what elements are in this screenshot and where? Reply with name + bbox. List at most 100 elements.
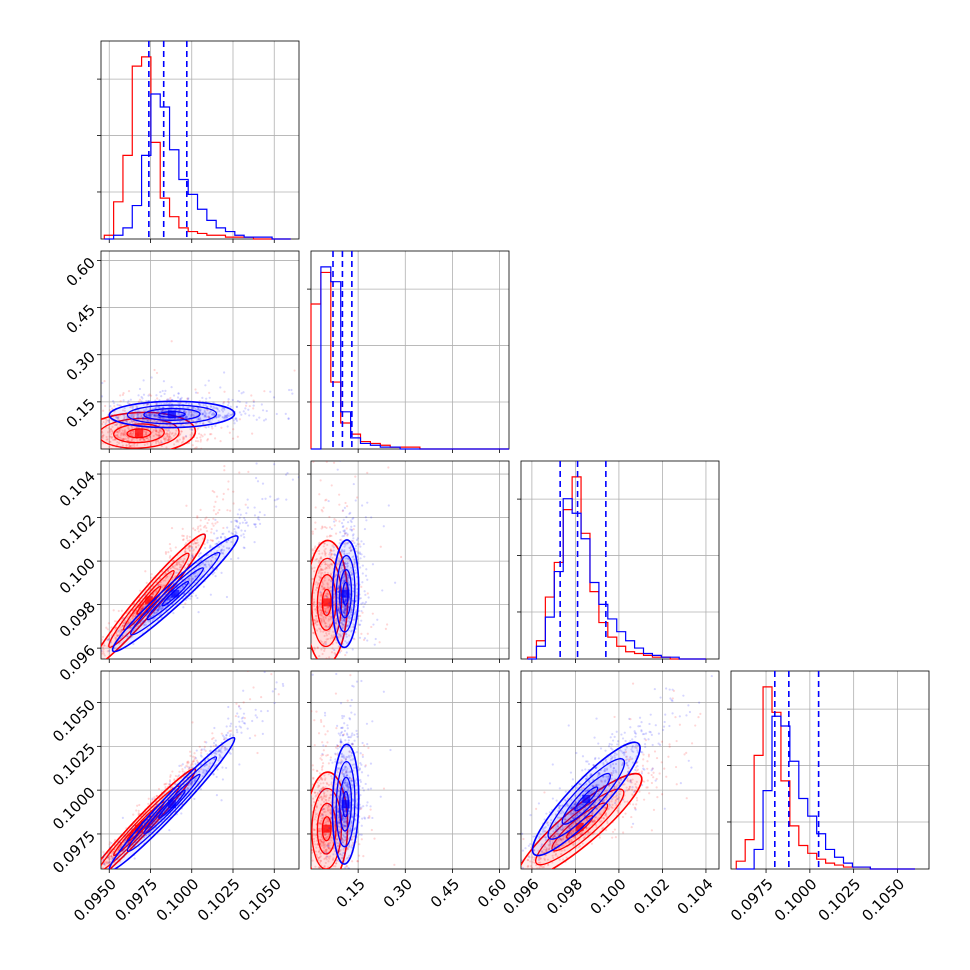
scatter-point bbox=[158, 434, 161, 437]
scatter-point bbox=[170, 437, 173, 440]
scatter-point bbox=[253, 514, 257, 517]
scatter-point bbox=[153, 414, 156, 417]
scatter-point bbox=[89, 438, 91, 440]
scatter-point bbox=[148, 419, 152, 422]
scatter-point bbox=[182, 561, 185, 564]
density-peak-red bbox=[134, 824, 143, 833]
scatter-point bbox=[150, 576, 153, 579]
scatter-point bbox=[91, 859, 93, 861]
scatter-point bbox=[130, 626, 133, 629]
scatter-point bbox=[170, 386, 173, 389]
scatter-point bbox=[244, 407, 247, 410]
scatter-point bbox=[157, 606, 161, 610]
scatter-point bbox=[150, 573, 153, 576]
scatter-point bbox=[236, 513, 239, 516]
scatter-point bbox=[341, 610, 344, 613]
scatter-point bbox=[83, 878, 85, 880]
scatter-point bbox=[323, 571, 327, 574]
scatter-point bbox=[319, 602, 323, 605]
scatter-point bbox=[136, 841, 139, 844]
scatter-point bbox=[93, 862, 95, 864]
scatter-point bbox=[105, 860, 109, 863]
scatter-point bbox=[79, 454, 81, 456]
scatter-point bbox=[204, 563, 207, 566]
scatter-red bbox=[79, 340, 296, 456]
scatter-point bbox=[326, 606, 329, 609]
scatter-point bbox=[252, 686, 255, 689]
scatter-point bbox=[340, 598, 343, 601]
scatter-point bbox=[319, 608, 322, 611]
scatter-point bbox=[155, 608, 158, 611]
scatter-point bbox=[167, 597, 171, 600]
scatter-point bbox=[343, 619, 347, 622]
scatter-point bbox=[338, 520, 341, 523]
scatter-point bbox=[343, 609, 346, 612]
scatter-point bbox=[157, 605, 160, 608]
scatter-point bbox=[116, 422, 119, 425]
panel-0-0 bbox=[97, 40, 300, 243]
scatter-point bbox=[175, 567, 178, 570]
scatter-point bbox=[191, 545, 194, 549]
scatter-point bbox=[235, 405, 239, 409]
scatter-point bbox=[155, 406, 158, 409]
scatter-point bbox=[98, 425, 100, 427]
scatter-point bbox=[255, 462, 258, 465]
scatter-point bbox=[186, 762, 189, 765]
scatter-point bbox=[187, 760, 190, 763]
scatter-point bbox=[129, 432, 133, 435]
scatter-point bbox=[322, 618, 326, 621]
scatter-point bbox=[144, 603, 147, 607]
scatter-point bbox=[93, 869, 95, 871]
scatter-point bbox=[344, 542, 347, 545]
scatter-point bbox=[247, 470, 250, 473]
scatter-point bbox=[140, 606, 143, 609]
scatter-point bbox=[168, 435, 171, 438]
scatter-point bbox=[142, 623, 146, 626]
scatter-point bbox=[307, 597, 309, 599]
scatter-point bbox=[160, 395, 163, 398]
scatter-point bbox=[329, 623, 332, 626]
scatter-point bbox=[265, 657, 267, 659]
scatter-point bbox=[275, 412, 278, 416]
scatter-point bbox=[319, 576, 322, 580]
scatter-point bbox=[117, 418, 120, 421]
scatter-point bbox=[363, 637, 367, 640]
scatter-point bbox=[227, 705, 230, 709]
scatter-point bbox=[186, 765, 189, 768]
scatter-point bbox=[210, 531, 213, 534]
scatter-point bbox=[342, 619, 345, 622]
scatter-point bbox=[87, 666, 89, 668]
scatter-point bbox=[235, 417, 238, 420]
scatter-point bbox=[186, 535, 189, 538]
scatter-point bbox=[311, 631, 315, 634]
scatter-point bbox=[331, 556, 334, 560]
scatter-point bbox=[242, 701, 245, 704]
scatter-point bbox=[181, 534, 184, 537]
scatter-point bbox=[186, 597, 190, 600]
scatter-point bbox=[206, 438, 210, 441]
scatter-point bbox=[184, 549, 187, 552]
scatter-point bbox=[244, 521, 247, 525]
scatter-point bbox=[326, 637, 330, 641]
scatter-point bbox=[352, 537, 355, 540]
scatter-point bbox=[295, 440, 297, 442]
scatter-point bbox=[329, 615, 332, 619]
scatter-point bbox=[184, 602, 187, 605]
scatter-point bbox=[340, 599, 343, 602]
scatter-point bbox=[113, 423, 117, 427]
scatter-point bbox=[164, 389, 167, 392]
scatter-point bbox=[108, 409, 111, 412]
scatter-point bbox=[96, 436, 98, 438]
scatter-point bbox=[66, 896, 68, 898]
scatter-point bbox=[327, 608, 330, 612]
scatter-point bbox=[198, 418, 201, 421]
scatter-point bbox=[191, 407, 194, 410]
scatter-point bbox=[231, 532, 235, 536]
scatter-point bbox=[128, 421, 132, 424]
scatter-point bbox=[135, 836, 138, 839]
scatter-point bbox=[154, 406, 157, 410]
scatter-point bbox=[219, 440, 222, 443]
scatter-point bbox=[326, 535, 329, 538]
scatter-point bbox=[346, 564, 349, 567]
scatter-point bbox=[312, 461, 315, 463]
